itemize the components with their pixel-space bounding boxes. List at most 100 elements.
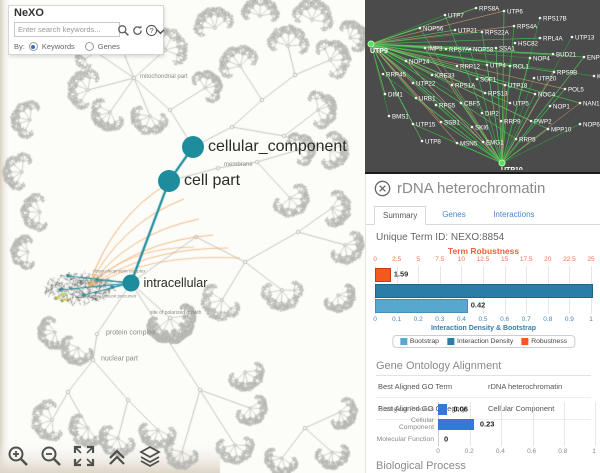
network-node-PWP2[interactable]: PWP2 [529,119,552,126]
network-node-SSA1[interactable]: SSA1 [494,46,516,53]
network-node-DIP2[interactable]: DIP2 [480,111,500,118]
tab-interactions[interactable]: Interactions [493,210,535,219]
network-node-UTP9[interactable]: UTP9 [367,40,388,55]
tree-node-label[interactable]: cell part [184,172,241,189]
search-icon[interactable] [117,24,130,37]
network-node-UTP21[interactable]: UTP21 [453,28,478,35]
network-node-RPS13[interactable]: RPS13 [483,91,508,98]
network-node-RRP12[interactable]: RRP12 [455,64,481,71]
svg-text:UTP4: UTP4 [490,63,506,70]
tree-term-label[interactable]: ribosomal subunit precursor [81,293,137,299]
tree-term-label[interactable]: membrane [224,162,253,168]
network-node-UTP8[interactable]: UTP8 [420,139,442,146]
network-node-UTP18[interactable]: UTP18 [503,83,528,90]
network-node-UTP6[interactable]: UTP6 [502,9,524,16]
tree-canvas[interactable] [0,0,365,473]
network-node-HSC82[interactable]: HSC82 [513,41,539,48]
network-node-NOP6[interactable]: NOP6 [578,122,600,129]
network-node-BUD21[interactable]: BUD21 [551,52,577,59]
layers-icon[interactable] [138,444,162,468]
network-node-EMG1[interactable]: EMG1 [481,140,504,147]
network-node-KRE33[interactable]: KRE33 [430,73,455,80]
radio-genes-label: Genes [97,42,120,51]
tree-term-label[interactable]: mitochondrial part [140,74,188,80]
radio-genes[interactable] [84,42,94,51]
tree-node-label[interactable]: cellular_component [208,138,347,155]
close-icon[interactable] [374,180,391,197]
zoom-in-button[interactable] [6,444,30,468]
network-node-RRP9[interactable]: RRP9 [499,119,521,126]
network-node-RPS8A[interactable]: RPS8A [474,6,500,13]
network-node-UTP13[interactable]: UTP13 [570,35,595,42]
network-node-RPS5[interactable]: RPS5 [434,103,456,110]
radio-keywords[interactable] [28,42,38,51]
fit-view-button[interactable] [72,444,96,468]
collapse-all-button[interactable] [105,444,129,468]
tree-node-intracellular[interactable] [122,274,140,292]
svg-text:RPS13: RPS13 [488,91,508,98]
network-node-NOP14[interactable]: NOP14 [404,59,430,66]
refresh-icon[interactable] [131,24,144,37]
network-node-UTP4[interactable]: UTP4 [485,63,507,70]
network-node-UTP20[interactable]: UTP20 [532,76,557,83]
network-node-RPS7A[interactable]: RPS7A [444,47,470,54]
tab-summary[interactable]: Summary [374,206,427,225]
network-node-RRP45[interactable]: RRP45 [381,72,407,79]
tree-term-label[interactable]: site of polarized growth [150,310,202,316]
network-node-RPL4A[interactable]: RPL4A [538,36,564,43]
network-node-RPS22A[interactable]: RPS22A [480,30,510,37]
network-node-RPS9B[interactable]: RPS9B [552,70,578,77]
network-node-NAN1[interactable]: NAN1 [578,101,600,108]
network-node-DIM1[interactable]: DIM1 [383,92,404,99]
tree-node-cellular-component[interactable] [182,136,204,158]
search-input[interactable] [14,22,120,37]
tree-node-cell-part[interactable] [158,170,180,192]
help-icon[interactable]: ? [145,24,158,37]
network-node-UTP5[interactable]: UTP5 [508,101,530,108]
network-node-CBF5[interactable]: CBF5 [459,101,481,108]
network-node-UTP7[interactable]: UTP7 [443,13,465,20]
network-node-RPS1A[interactable]: RPS1A [450,83,476,90]
svg-text:UTP18: UTP18 [508,83,528,90]
tree-node-label[interactable]: intracellular [143,276,208,290]
network-node-UTP22[interactable]: UTP22 [411,81,436,88]
tree-term-label[interactable]: ribosomal subunit [73,278,109,284]
tree-term-label[interactable]: nuclear part [101,355,138,363]
network-node-RCL1[interactable]: RCL1 [508,64,530,71]
network-node-IMP3[interactable]: IMP3 [423,46,443,53]
network-node-UTP15[interactable]: UTP15 [411,122,436,129]
network-node-MPP10[interactable]: MPP10 [546,127,572,134]
network-node-ENP1[interactable]: ENP1 [582,55,600,62]
network-node-SKI6[interactable]: SKI6 [470,125,489,132]
network-node-NOP4[interactable]: NOP4 [528,56,551,63]
network-node-NOC4[interactable]: NOC4 [533,92,556,99]
zoom-out-button[interactable] [39,444,63,468]
tab-genes[interactable]: Genes [442,210,466,219]
network-node-BMS1[interactable]: BMS1 [387,114,410,121]
gene-network-svg[interactable]: UTP9 NOP56 UTP7 RPS8A UTP6 RPS17B UTP21 RPS22A R… [365,0,600,174]
tree-term-label[interactable]: protein complex [106,329,156,337]
network-node-RPS17B[interactable]: RPS17B [538,16,567,23]
network-node-RPS4A[interactable]: RPS4A [512,24,538,31]
network-node-NOP1[interactable]: NOP1 [548,104,571,111]
network-node-KRR1[interactable]: KRR1 [592,74,600,81]
top-axis-ticks: 0 2.5 5 7.5 10 12.5 15 17.5 20 22.5 25 [373,256,595,263]
search-mode-row: By: Keywords Genes [14,42,120,51]
network-node-UTP10[interactable]: UTP10 [498,159,523,174]
app-title: NeXO [14,7,44,19]
chevron-down-icon[interactable] [156,27,165,36]
tree-term-label[interactable]: ribonucleoprotein complex [93,268,146,274]
network-node-URB1[interactable]: URB1 [414,96,436,103]
network-node-RRP5[interactable]: RRP5 [514,137,536,144]
network-node-NOP58[interactable]: NOP58 [468,47,494,54]
svg-text:IMP3: IMP3 [428,46,443,53]
network-node-POL5[interactable]: POL5 [563,87,585,94]
network-node-SSB1[interactable]: SSB1 [439,120,461,127]
svg-text:RRP12: RRP12 [460,64,481,71]
svg-text:RRP45: RRP45 [386,72,407,79]
gene-network-panel[interactable]: UTP9 NOP56 UTP7 RPS8A UTP6 RPS17B UTP21 RPS22A R… [365,0,600,174]
network-node-NOP56[interactable]: NOP56 [418,26,444,33]
network-node-MSN5[interactable]: MSN5 [455,141,478,148]
network-node-SOF1[interactable]: SOF1 [475,77,497,84]
